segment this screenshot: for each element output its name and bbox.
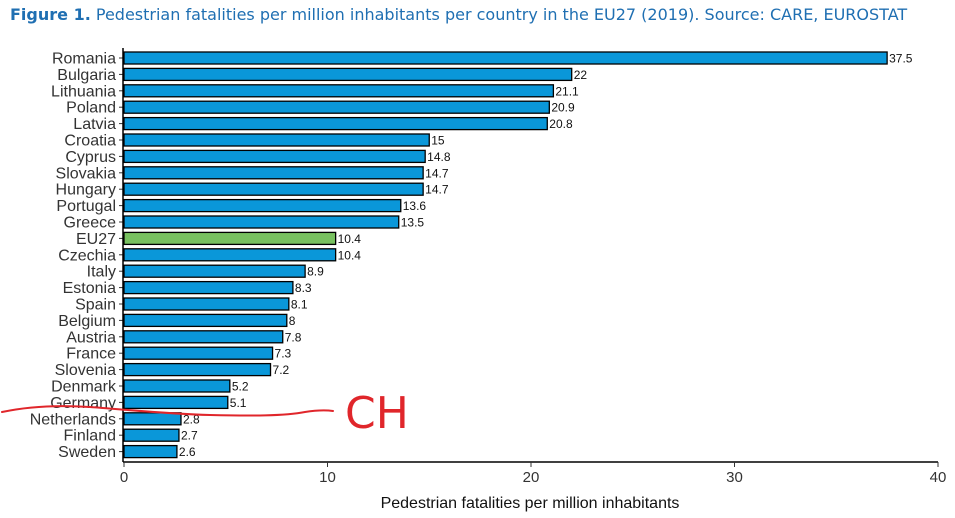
bar-germany	[123, 395, 229, 410]
value-label-belgium: 8	[289, 314, 296, 328]
value-labels: 37.5 22 21.1 20.9 20.8 15 14.8 14.7 14.7 13.6 13.5…	[179, 52, 913, 460]
category-labels: RomaniaBulgariaLithuaniaPolandLatviaCroa…	[30, 51, 117, 462]
category-label-spain: Spain	[75, 297, 116, 314]
handwritten-line	[1, 405, 334, 417]
value-label-spain: 8.1	[291, 298, 308, 312]
bar-estonia	[123, 280, 294, 295]
value-label-netherlands: 2.8	[183, 412, 200, 426]
value-label-slovakia: 14.7	[425, 166, 449, 180]
value-label-eu27: 10.4	[338, 232, 362, 246]
value-label-sweden: 2.6	[179, 445, 196, 459]
value-label-czechia: 10.4	[338, 248, 362, 262]
bar-austria	[123, 330, 284, 344]
value-label-italy: 8.9	[307, 265, 324, 279]
bar-hungary	[123, 182, 424, 196]
category-label-cyprus: Cyprus	[65, 149, 116, 166]
bar-finland	[123, 428, 180, 442]
category-label-netherlands: Netherlands	[30, 411, 116, 428]
category-label-hungary: Hungary	[56, 182, 116, 199]
category-label-estonia: Estonia	[63, 280, 116, 297]
bar-italy	[123, 264, 306, 278]
x-tick-label-40: 40	[930, 469, 947, 486]
category-label-france: France	[66, 346, 116, 363]
bar-slovenia	[123, 362, 272, 377]
bar-sweden	[123, 444, 178, 459]
x-axis-label: Pedestrian fatalities per million inhabi…	[381, 495, 680, 512]
value-label-lithuania: 21.1	[555, 84, 579, 98]
category-label-germany: Germany	[50, 395, 116, 412]
value-label-bulgaria: 22	[574, 68, 588, 82]
bar-eu27	[123, 231, 337, 246]
category-label-portugal: Portugal	[56, 198, 116, 215]
bar-romania	[123, 51, 888, 65]
handwritten-text: CH	[345, 388, 409, 439]
category-label-lithuania: Lithuania	[51, 83, 116, 100]
category-label-croatia: Croatia	[64, 133, 116, 150]
handwritten-annotation: CH	[1, 388, 409, 439]
bar-lithuania	[123, 84, 555, 98]
figure-label: Figure 1.	[10, 5, 91, 24]
category-label-slovakia: Slovakia	[56, 165, 117, 182]
bar-portugal	[123, 198, 402, 213]
category-label-slovenia: Slovenia	[55, 362, 116, 379]
x-tick-label-20: 20	[523, 469, 540, 486]
bar-spain	[123, 297, 290, 311]
bar-slovakia	[123, 166, 424, 180]
category-label-austria: Austria	[66, 329, 116, 346]
category-label-bulgaria: Bulgaria	[57, 67, 116, 84]
bar-netherlands	[123, 412, 182, 426]
bar-belgium	[123, 313, 288, 328]
category-label-latvia: Latvia	[73, 116, 116, 133]
category-label-italy: Italy	[87, 264, 116, 281]
value-label-slovenia: 7.2	[273, 363, 290, 377]
bar-france	[123, 346, 274, 360]
bar-latvia	[123, 116, 548, 131]
value-label-croatia: 15	[431, 134, 445, 148]
value-label-romania: 37.5	[889, 52, 913, 66]
value-label-hungary: 14.7	[425, 183, 449, 197]
bar-czechia	[123, 248, 337, 262]
bar-greece	[123, 215, 400, 229]
bars-group	[123, 51, 888, 459]
bar-croatia	[123, 133, 430, 147]
bar-denmark	[123, 379, 231, 393]
value-label-portugal: 13.6	[403, 199, 427, 213]
category-label-denmark: Denmark	[51, 379, 117, 396]
bar-poland	[123, 100, 550, 114]
bar-cyprus	[123, 149, 426, 164]
bar-bulgaria	[123, 67, 573, 82]
value-label-austria: 7.8	[285, 330, 302, 344]
category-label-eu27: EU27	[76, 231, 116, 248]
x-tick-label-30: 30	[726, 469, 743, 486]
value-label-cyprus: 14.8	[427, 150, 451, 164]
category-label-belgium: Belgium	[58, 313, 116, 330]
value-label-estonia: 8.3	[295, 281, 312, 295]
value-label-germany: 5.1	[230, 396, 247, 410]
x-tick-label-10: 10	[319, 469, 336, 486]
value-label-denmark: 5.2	[232, 380, 249, 394]
x-tick-label-0: 0	[120, 469, 128, 486]
category-label-finland: Finland	[64, 428, 116, 445]
category-label-greece: Greece	[64, 215, 117, 232]
category-label-sweden: Sweden	[58, 444, 116, 461]
category-label-poland: Poland	[66, 100, 116, 117]
value-label-finland: 2.7	[181, 429, 198, 443]
category-label-romania: Romania	[52, 51, 116, 68]
figure-title: Figure 1. Pedestrian fatalities per mill…	[10, 5, 907, 24]
value-label-poland: 20.9	[551, 101, 575, 115]
figure-title-text: Pedestrian fatalities per million inhabi…	[90, 5, 908, 24]
value-label-greece: 13.5	[401, 216, 425, 230]
category-label-czechia: Czechia	[58, 247, 116, 264]
value-label-france: 7.3	[275, 347, 292, 361]
axes-group: 0 10 20 30 40	[119, 48, 946, 486]
value-label-latvia: 20.8	[549, 117, 573, 131]
